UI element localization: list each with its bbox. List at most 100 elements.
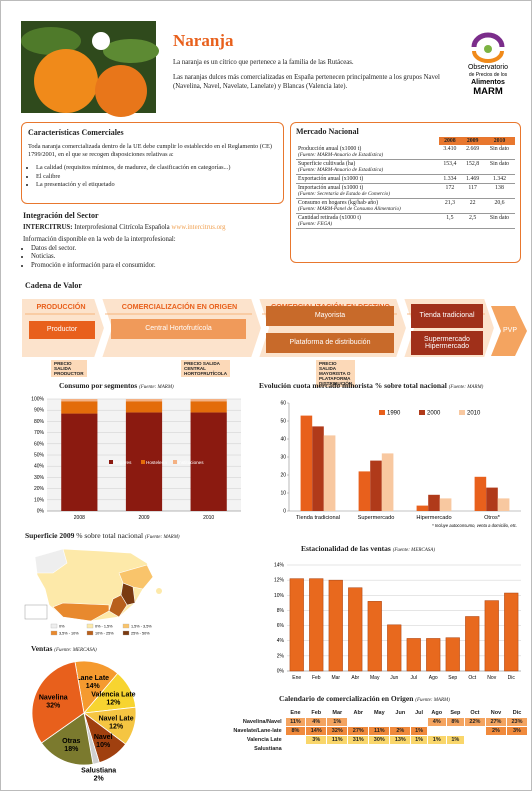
calendar-title-block: Calendario de comercialización en Origen…	[279, 694, 450, 703]
cell	[506, 736, 527, 745]
cell: 1%	[446, 736, 464, 745]
bar-segment	[126, 401, 162, 412]
cell	[464, 745, 485, 753]
month-label: Jul	[411, 709, 427, 718]
chart-source: (Fuente: MARM)	[449, 385, 484, 390]
y-tick-label: 0%	[37, 509, 45, 515]
chart: Lane Late14%Valencia Late12%Navel Late12…	[16, 653, 201, 783]
bar	[417, 506, 429, 511]
cell	[369, 718, 390, 727]
row: Navelina/Navel11%4%1%4%8%22%27%23%	[206, 718, 528, 727]
cell: 30%	[369, 736, 390, 745]
cell	[327, 745, 348, 753]
month-label: Abr	[348, 709, 369, 718]
bar	[465, 616, 479, 671]
price-label: PRECIO SALIDA CENTRAL HORTOFRUTÍCOLA	[181, 360, 230, 377]
x-tick-label: Supermercado	[358, 515, 395, 521]
island	[156, 588, 162, 594]
legend-label: 2000	[427, 411, 441, 417]
chain-stage-label: COMERCIALIZACIÓN EN ORIGEN	[122, 302, 237, 311]
chart: 0%0% - 1,5%1,5% - 3,5%3,5% - 10%10% - 25…	[23, 543, 173, 641]
cell: 11%	[327, 736, 348, 745]
cell: 1%	[411, 736, 427, 745]
cell: 14%	[306, 727, 327, 736]
canarias-box	[25, 605, 47, 619]
cell: 27%	[348, 727, 369, 736]
slice-label: Otras	[62, 738, 80, 745]
month-label: Nov	[485, 709, 506, 718]
cell: 1%	[427, 736, 446, 745]
chart-title-block: Evolución cuota mercado minorista % sobr…	[259, 381, 483, 390]
y-tick-label: 8%	[277, 608, 285, 614]
month-label: Ago	[427, 709, 446, 718]
legend-label: 0%	[59, 625, 65, 629]
legend-swatch	[419, 410, 425, 415]
bar	[440, 498, 452, 511]
x-tick-label: Ene	[292, 675, 301, 681]
y-tick-label: 0	[283, 509, 286, 515]
y-tick-label: 10%	[274, 593, 285, 599]
y-tick-label: 40	[280, 437, 286, 443]
bar	[407, 638, 421, 671]
y-tick-label: 80%	[34, 419, 45, 425]
x-tick-label: Abr	[351, 675, 359, 681]
bar	[301, 416, 313, 511]
y-tick-label: 4%	[277, 638, 285, 644]
x-tick-label: May	[370, 675, 380, 681]
y-tick-label: 30%	[34, 475, 45, 481]
month-label: Oct	[464, 709, 485, 718]
cell	[306, 745, 327, 753]
x-tick-label: Jun	[390, 675, 398, 681]
y-tick-label: 12%	[274, 578, 285, 584]
x-tick-label: 2008	[74, 515, 85, 521]
cell	[390, 718, 411, 727]
cell	[285, 745, 306, 753]
legend-swatch	[51, 631, 57, 635]
cell: 2%	[390, 727, 411, 736]
legend-label: Hostelería	[146, 460, 167, 465]
y-tick-label: 20%	[34, 486, 45, 492]
calendar-table: EneFebMarAbrMayJunJulAgoSepOctNovDicNave…	[206, 709, 528, 753]
cell	[485, 745, 506, 753]
cell: 31%	[348, 736, 369, 745]
month-label: Ene	[285, 709, 306, 718]
y-tick-label: 20	[280, 473, 286, 479]
cell	[446, 745, 464, 753]
cell: 32%	[327, 727, 348, 736]
cell: 4%	[306, 718, 327, 727]
legend-swatch	[109, 460, 113, 464]
slice-value: 12%	[106, 699, 121, 706]
bar	[359, 471, 371, 511]
cell: 2%	[485, 727, 506, 736]
cell: 8%	[446, 718, 464, 727]
month-label: Dic	[506, 709, 527, 718]
bar	[446, 638, 460, 671]
y-tick-label: 0%	[277, 669, 285, 675]
month-label: Jun	[390, 709, 411, 718]
month-label: Sep	[446, 709, 464, 718]
slice-label: Lane Late	[76, 675, 109, 682]
y-tick-label: 2%	[277, 653, 285, 659]
slice-value: 2%	[94, 776, 105, 783]
row-label: Navelate/Lane-late	[206, 727, 285, 736]
row-label: Navelina/Navel	[206, 718, 285, 727]
y-tick-label: 6%	[277, 623, 285, 629]
chart-subtitle: % sobre total nacional	[76, 531, 143, 540]
y-tick-label: 10	[280, 491, 286, 497]
y-tick-label: 40%	[34, 464, 45, 470]
y-tick-label: 70%	[34, 430, 45, 436]
cell: 27%	[485, 718, 506, 727]
cell: 1%	[327, 718, 348, 727]
chart-title-block: Estacionalidad de las ventas (Fuente: ME…	[301, 544, 435, 553]
cell: 23%	[506, 718, 527, 727]
x-tick-label: Ago	[429, 675, 438, 681]
legend-swatch	[87, 624, 93, 628]
legend-label: 1990	[387, 411, 401, 417]
page: Naranja La naranja es un cítrico que per…	[0, 0, 532, 791]
cell	[427, 745, 446, 753]
y-tick-label: 50	[280, 419, 286, 425]
bar	[382, 453, 394, 511]
x-tick-label: 2010	[203, 515, 214, 521]
bar	[370, 461, 382, 511]
